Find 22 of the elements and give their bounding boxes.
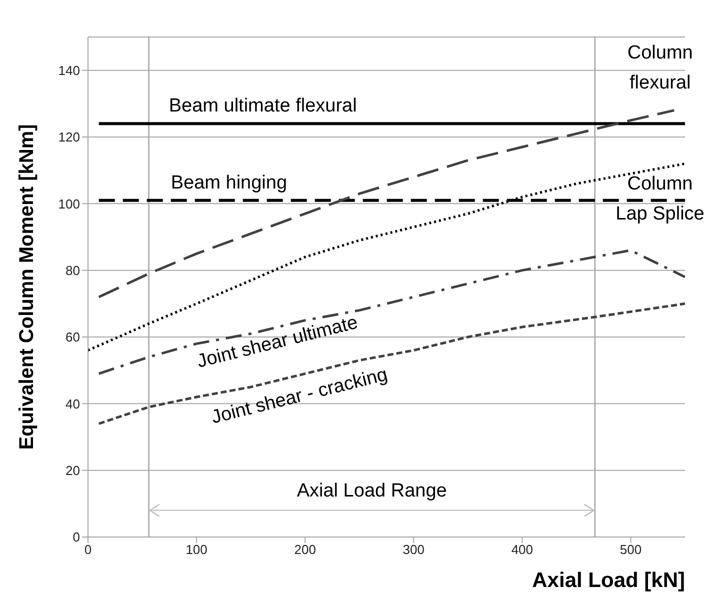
x-tick-label: 0 bbox=[84, 542, 92, 558]
x-tick-label: 500 bbox=[620, 542, 642, 558]
x-tick-label: 200 bbox=[294, 542, 316, 558]
y-tick-label: 0 bbox=[72, 530, 80, 545]
x-tick-label: 400 bbox=[511, 542, 534, 558]
x-axis-title: Axial Load [kN] bbox=[532, 569, 685, 592]
x-tick-label: 100 bbox=[186, 542, 208, 558]
y-tick-label: 40 bbox=[66, 396, 80, 412]
y-tick-label: 20 bbox=[66, 462, 80, 478]
y-tick-label: 120 bbox=[58, 130, 80, 145]
series-label: Beam hinging bbox=[170, 172, 288, 194]
y-axis-title: Equivalent Column Moment [kNm] bbox=[16, 124, 38, 450]
y-tick-label: 60 bbox=[66, 330, 80, 345]
series-label: Column flexural bbox=[627, 42, 693, 94]
annotation: Axial Load Range bbox=[296, 480, 447, 502]
y-tick-label: 140 bbox=[58, 62, 80, 78]
line-series bbox=[98, 302, 685, 425]
series-label: Beam ultimate flexural bbox=[168, 96, 357, 117]
y-tick-label: 80 bbox=[66, 262, 80, 278]
x-tick-label: 300 bbox=[402, 542, 424, 558]
y-tick-label: 100 bbox=[58, 196, 80, 212]
series-label: Column Lap Splice bbox=[616, 174, 704, 225]
